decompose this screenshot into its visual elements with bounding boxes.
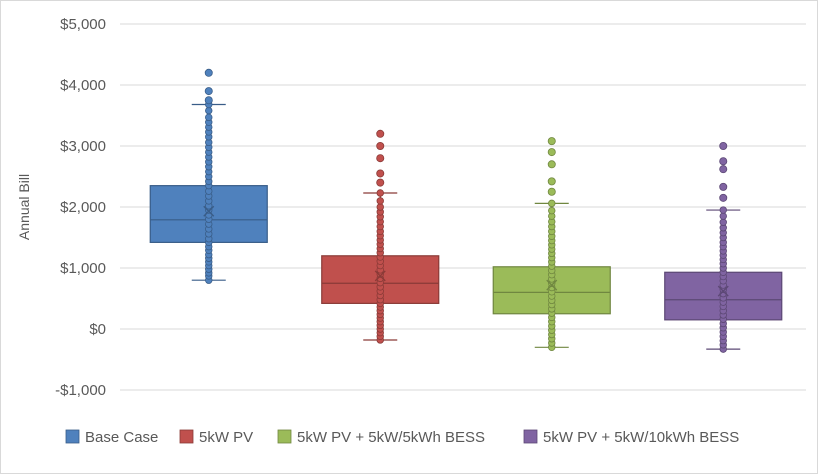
outlier-point xyxy=(204,96,213,105)
outlier-point xyxy=(376,141,385,150)
outlier-point xyxy=(719,141,728,150)
y-tick-label: $2,000 xyxy=(60,199,106,216)
data-point xyxy=(205,106,213,115)
outlier-point xyxy=(719,165,728,174)
data-point xyxy=(719,218,727,226)
y-tick-label: $4,000 xyxy=(60,77,106,94)
outlier-point xyxy=(547,137,556,146)
gridlines xyxy=(120,23,806,391)
box-series xyxy=(149,68,783,353)
outlier-point xyxy=(547,187,556,196)
legend-swatch xyxy=(65,429,80,444)
legend-swatch xyxy=(277,429,292,444)
outlier-point xyxy=(204,87,213,96)
box-series-3 xyxy=(492,137,611,351)
legend-label: 5kW PV xyxy=(199,429,253,446)
outlier-point xyxy=(719,182,728,191)
data-point xyxy=(719,206,727,214)
legend-item-3: 5kW PV + 5kW/5kWh BESS xyxy=(277,429,485,446)
legend-swatch xyxy=(523,429,538,444)
data-point xyxy=(548,206,556,215)
legend: Base Case 5kW PV 5kW PV + 5kW/5kWh BESS 5kW… xyxy=(65,429,739,446)
data-point xyxy=(376,189,384,197)
outlier-point xyxy=(547,148,556,157)
data-point xyxy=(205,113,213,122)
y-tick-label: $1,000 xyxy=(60,260,106,277)
mean-marker xyxy=(374,270,386,282)
outlier-point xyxy=(376,129,385,138)
box-series-4 xyxy=(664,141,783,353)
y-tick-label: $0 xyxy=(89,321,106,338)
outlier-point xyxy=(547,160,556,169)
outlier-point xyxy=(719,193,728,202)
mean-marker xyxy=(546,279,558,291)
mean-marker xyxy=(203,205,215,217)
y-tick-label: $5,000 xyxy=(60,16,106,33)
outlier-point xyxy=(376,169,385,178)
box-series-2 xyxy=(321,129,440,344)
data-point xyxy=(376,203,384,211)
legend-label: Base Case xyxy=(85,429,158,446)
legend-label: 5kW PV + 5kW/10kWh BESS xyxy=(543,429,739,446)
data-point xyxy=(548,199,556,208)
y-axis-title: Annual Bill xyxy=(16,174,32,240)
legend-item-1: Base Case xyxy=(65,429,158,446)
mean-marker xyxy=(717,285,729,297)
y-tick-label: $3,000 xyxy=(60,138,106,155)
y-axis-tick-labels: $5,000 $4,000 $3,000 $2,000 $1,000 $0 -$1,000 xyxy=(55,16,106,399)
outlier-point xyxy=(376,154,385,163)
outlier-point xyxy=(376,178,385,187)
outlier-point xyxy=(719,157,728,166)
outlier-point xyxy=(547,177,556,186)
legend-label: 5kW PV + 5kW/5kWh BESS xyxy=(297,429,485,446)
data-point xyxy=(719,212,727,220)
legend-item-2: 5kW PV xyxy=(179,429,253,446)
outlier-point xyxy=(204,68,213,77)
y-tick-label: -$1,000 xyxy=(55,382,106,399)
box-series-1 xyxy=(149,68,268,284)
legend-item-4: 5kW PV + 5kW/10kWh BESS xyxy=(523,429,739,446)
data-point xyxy=(376,197,384,205)
legend-swatch xyxy=(179,429,194,444)
